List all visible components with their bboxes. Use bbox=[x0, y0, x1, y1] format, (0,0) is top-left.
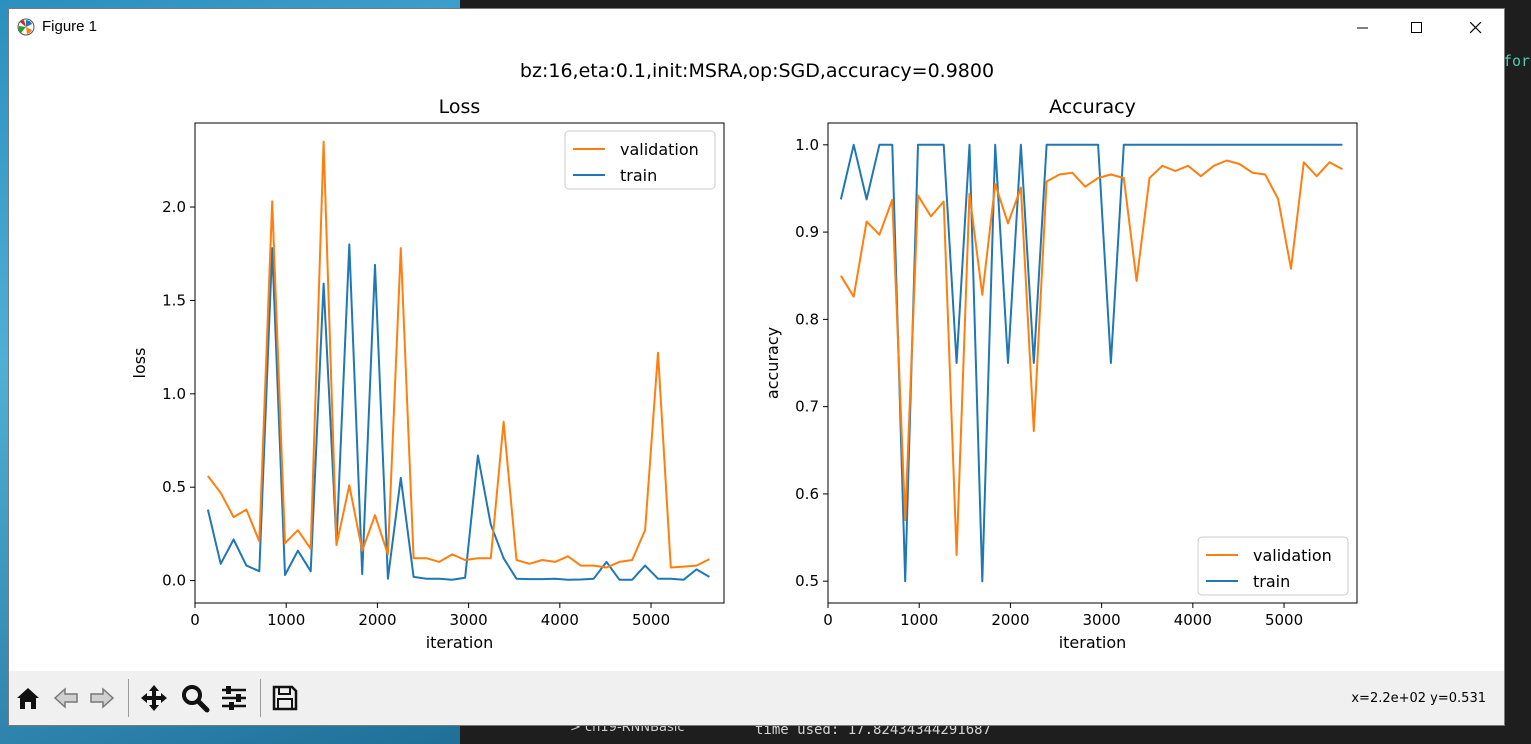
accuracy-chart: Accuracy iteration accuracy 0 1000 2000 3000 40… bbox=[763, 96, 1358, 652]
x-tick-label: 4000 bbox=[541, 611, 579, 629]
home-icon bbox=[17, 688, 39, 709]
x-axis-label: iteration bbox=[426, 633, 494, 652]
background-code-fragment: for bbox=[1503, 52, 1531, 70]
y-tick-label: 2.0 bbox=[162, 198, 186, 216]
figure-canvas[interactable]: bz:16,eta:0.1,init:MSRA,op:SGD,accuracy=… bbox=[9, 47, 1504, 671]
floppy-disk-icon bbox=[272, 685, 298, 711]
x-axis-label: iteration bbox=[1059, 633, 1127, 652]
plot-frame bbox=[827, 122, 1358, 604]
plot-frame bbox=[194, 122, 725, 604]
move-icon bbox=[141, 685, 167, 711]
y-tick-label: 0.9 bbox=[795, 223, 819, 241]
background-terminal-output: time used: 17.82434344291687 bbox=[755, 722, 992, 738]
y-tick-label: 1.5 bbox=[162, 291, 186, 309]
x-tick-label: 0 bbox=[190, 611, 200, 629]
legend-label: train bbox=[620, 166, 657, 185]
y-tick-label: 0.0 bbox=[162, 572, 186, 590]
y-tick-label: 0.5 bbox=[162, 478, 186, 496]
y-tick-label: 0.6 bbox=[795, 485, 819, 503]
magnifier-icon bbox=[182, 685, 210, 713]
x-tick-label: 5000 bbox=[1265, 611, 1303, 629]
minimize-icon bbox=[1357, 27, 1368, 29]
matplotlib-logo-icon bbox=[17, 18, 35, 36]
x-tick-label: 2000 bbox=[358, 611, 396, 629]
x-tick-label: 1000 bbox=[267, 611, 305, 629]
maximize-icon bbox=[1411, 22, 1422, 33]
series-line-validation bbox=[207, 140, 710, 569]
chart-title: Loss bbox=[439, 96, 481, 118]
series-line-train bbox=[206, 243, 710, 581]
y-axis-label: loss bbox=[130, 348, 149, 379]
minimize-button[interactable] bbox=[1340, 9, 1386, 47]
toolbar-separator bbox=[128, 679, 129, 717]
series-line-train bbox=[839, 143, 1343, 583]
home-button[interactable] bbox=[11, 681, 45, 715]
configure-subplots-button[interactable] bbox=[217, 681, 251, 715]
loss-chart: Loss iteration loss 0 1000 2000 3000 4000 5000 0.… bbox=[130, 96, 725, 652]
y-tick-label: 1.0 bbox=[162, 385, 186, 403]
legend-label: train bbox=[1253, 572, 1290, 591]
back-button[interactable] bbox=[49, 681, 83, 715]
legend-label: validation bbox=[620, 140, 699, 159]
series-line-validation bbox=[840, 159, 1343, 556]
chart-title: Accuracy bbox=[1049, 96, 1136, 118]
save-button[interactable] bbox=[268, 681, 302, 715]
close-button[interactable] bbox=[1453, 9, 1499, 47]
x-tick-label: 2000 bbox=[991, 611, 1029, 629]
x-tick-label: 3000 bbox=[450, 611, 488, 629]
figure-suptitle: bz:16,eta:0.1,init:MSRA,op:SGD,accuracy=… bbox=[520, 60, 994, 82]
x-tick-label: 3000 bbox=[1083, 611, 1121, 629]
y-tick-label: 1.0 bbox=[795, 136, 819, 154]
x-tick-label: 1000 bbox=[900, 611, 938, 629]
legend-label: validation bbox=[1253, 546, 1332, 565]
y-tick-label: 0.7 bbox=[795, 398, 819, 416]
y-tick-label: 0.8 bbox=[795, 310, 819, 328]
y-axis-label: accuracy bbox=[763, 327, 782, 399]
cursor-coordinates: x=2.2e+02 y=0.531 bbox=[1351, 691, 1486, 706]
toolbar-separator bbox=[260, 679, 261, 717]
x-tick-label: 5000 bbox=[632, 611, 670, 629]
x-tick-label: 0 bbox=[823, 611, 833, 629]
y-tick-label: 0.5 bbox=[795, 572, 819, 590]
navigation-toolbar: x=2.2e+02 y=0.531 bbox=[9, 671, 1504, 725]
zoom-button[interactable] bbox=[178, 681, 212, 715]
close-icon bbox=[1470, 22, 1482, 34]
x-tick-label: 4000 bbox=[1174, 611, 1212, 629]
forward-button[interactable] bbox=[85, 681, 119, 715]
maximize-button[interactable] bbox=[1394, 9, 1440, 47]
arrow-left-icon bbox=[53, 687, 78, 709]
arrow-right-icon bbox=[90, 687, 115, 709]
pan-button[interactable] bbox=[137, 681, 171, 715]
figure-svg: bz:16,eta:0.1,init:MSRA,op:SGD,accuracy=… bbox=[130, 60, 1358, 652]
title-bar[interactable]: Figure 1 bbox=[9, 9, 1504, 47]
sliders-icon bbox=[222, 686, 246, 710]
window-title: Figure 1 bbox=[42, 18, 98, 35]
figure-window: Figure 1 bz:16,eta:0.1,init:MSRA,op:SGD,… bbox=[8, 8, 1505, 726]
